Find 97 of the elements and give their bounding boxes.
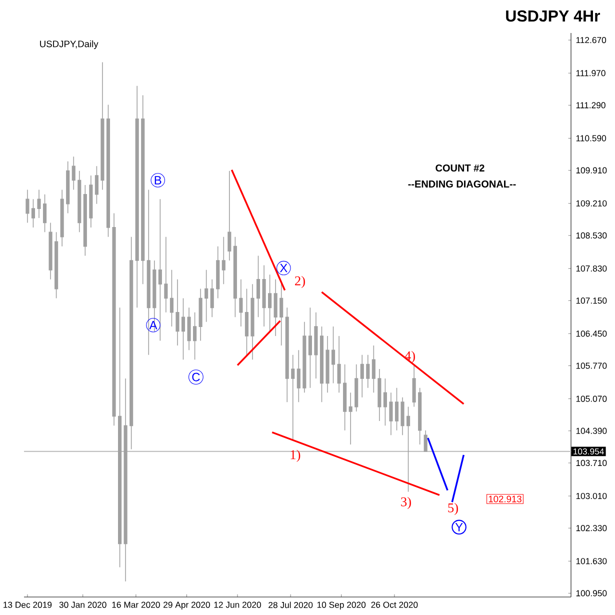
candlestick	[337, 336, 341, 394]
candlestick	[112, 212, 116, 426]
candlestick	[118, 307, 122, 568]
candlestick	[198, 288, 202, 342]
y-tick-label: 109.210	[576, 200, 607, 206]
candlestick	[89, 175, 93, 228]
annotation: USDJPY,Daily	[40, 40, 98, 50]
candlestick	[176, 278, 180, 346]
candlestick	[250, 284, 254, 360]
candlestick	[146, 189, 150, 356]
annotation: --ENDING DIAGONAL--	[408, 180, 516, 188]
x-tick-label: 26 Oct 2020	[371, 602, 418, 608]
y-tick-label: 104.390	[576, 428, 607, 434]
candlestick	[418, 388, 422, 445]
candlestick	[141, 94, 145, 284]
y-tick-label: 111.290	[576, 102, 606, 108]
candlestick	[274, 278, 278, 336]
y-tick-label: 111.970	[576, 70, 606, 76]
y-tick-label: 107.830	[576, 265, 607, 272]
y-tick-label: 108.530	[576, 232, 607, 239]
candlestick	[424, 430, 428, 452]
candlestick	[100, 62, 104, 190]
candlestick	[164, 236, 168, 313]
candlestick	[106, 104, 110, 238]
candlestick	[378, 368, 382, 422]
candlestick	[348, 392, 352, 445]
candlestick	[228, 170, 232, 261]
candlestick	[354, 364, 358, 412]
y-tick-label: 107.150	[576, 298, 607, 304]
candlestick	[366, 354, 370, 388]
candlestick	[233, 236, 237, 318]
candlestick	[343, 364, 347, 431]
annotation: X	[280, 264, 288, 272]
candlestick	[216, 246, 220, 299]
y-tick-label: 110.590	[576, 135, 606, 142]
candlestick	[285, 307, 289, 402]
y-tick-label: 106.450	[576, 330, 607, 337]
candlestick	[412, 364, 416, 408]
annotation: 3)	[401, 496, 411, 510]
candlestick	[72, 156, 76, 190]
candlestick	[135, 85, 139, 308]
candlestick	[31, 198, 36, 228]
y-tick-label: 100.950	[576, 590, 607, 596]
annotation: COUNT #2	[436, 164, 484, 172]
candlestick	[360, 354, 364, 398]
annotation: C	[192, 372, 200, 382]
candlestick	[239, 278, 243, 327]
candlestick	[372, 345, 376, 394]
x-tick-label: 29 Apr 2020	[164, 602, 210, 610]
candlestick	[124, 378, 128, 582]
y-tick-label: 109.910	[576, 167, 607, 174]
candlestick	[320, 326, 324, 402]
x-tick-label: 28 Jul 2020	[268, 602, 313, 608]
y-tick-label: 105.770	[576, 362, 607, 369]
candlestick	[394, 388, 399, 431]
candlestick	[262, 264, 266, 327]
y-tick-label: 102.330	[576, 525, 607, 532]
candlestick	[302, 321, 306, 394]
candlestick	[291, 354, 295, 440]
candlestick	[314, 312, 318, 379]
candlestick	[37, 189, 41, 218]
annotation: 2)	[295, 276, 305, 288]
annotation: B	[154, 176, 162, 184]
candlestick	[83, 184, 87, 256]
candlestick	[48, 222, 52, 280]
candlestick	[187, 307, 191, 351]
candlestick	[54, 232, 58, 299]
candlestick	[296, 350, 300, 402]
annotation: 1)	[290, 450, 300, 462]
candlestick	[389, 392, 393, 436]
y-tick-label: 101.630	[576, 558, 607, 564]
x-tick-label: 13 Dec 2019	[4, 602, 52, 608]
candlestick	[210, 278, 214, 318]
candlestick	[42, 194, 47, 233]
x-tick-label: 16 Mar 2020	[112, 602, 160, 608]
candlestick	[130, 236, 134, 450]
candlestick	[66, 160, 70, 214]
x-tick-label: 12 Jun 2020	[214, 602, 261, 608]
y-tick-label: 103.010	[576, 492, 607, 500]
candlestick	[326, 336, 330, 394]
x-tick-label: 30 Jan 2020	[59, 602, 106, 608]
candlestick	[94, 166, 98, 204]
candlestick	[26, 189, 30, 224]
candlestick	[78, 170, 82, 233]
x-tick-label: 10 Sep 2020	[317, 602, 366, 610]
annotation: 5)	[448, 502, 458, 516]
y-tick-label: 103.710	[576, 460, 607, 466]
annotation: 102.913	[488, 496, 522, 502]
annotation: Y	[455, 523, 463, 532]
ref-line-label: 103.954	[574, 448, 604, 455]
chart-title: USDJPY 4Hr	[506, 10, 600, 22]
y-tick-label: 112.670	[576, 37, 606, 44]
y-tick-label: 105.070	[576, 396, 607, 402]
candlestick	[60, 189, 64, 247]
annotation: A	[149, 321, 158, 330]
candlestick	[222, 236, 226, 284]
candlestick	[400, 396, 404, 436]
